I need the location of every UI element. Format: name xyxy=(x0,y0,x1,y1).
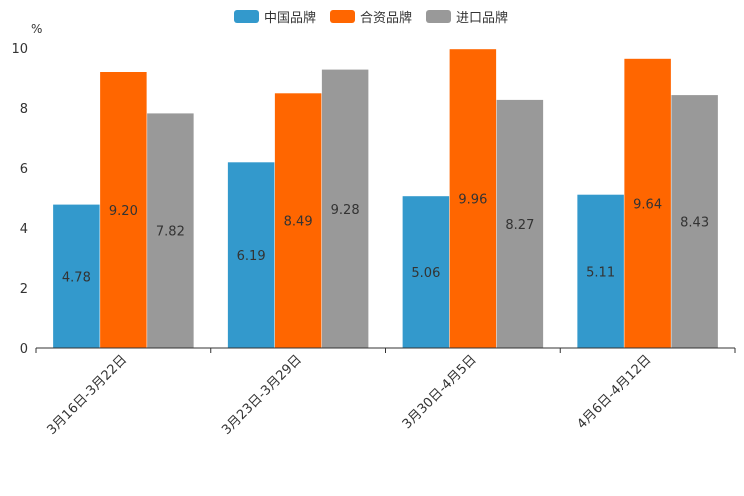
bar xyxy=(227,162,275,348)
legend-item-imported-brand[interactable]: 进口品牌 xyxy=(426,7,508,26)
x-tick-label: 3月16日-3月22日 xyxy=(44,352,130,438)
legend-label-joint-venture-brand: 合资品牌 xyxy=(360,11,413,26)
y-tick-label: 10 xyxy=(11,42,28,57)
legend-item-joint-venture-brand[interactable]: 合资品牌 xyxy=(330,7,412,26)
legend-swatch-imported-brand xyxy=(426,10,452,23)
y-axis-unit-label: % xyxy=(31,22,43,36)
data-label: 6.19 xyxy=(237,249,266,264)
bar xyxy=(321,69,369,348)
bar xyxy=(496,99,544,349)
legend-label-imported-brand: 进口品牌 xyxy=(456,11,509,26)
bar xyxy=(577,194,624,348)
y-tick-label: 4 xyxy=(20,222,28,237)
bar xyxy=(624,58,671,349)
x-tick-label: 3月23日-3月29日 xyxy=(219,352,305,438)
data-label: 8.49 xyxy=(284,215,313,230)
bar xyxy=(100,72,147,348)
data-label: 4.78 xyxy=(62,270,91,285)
y-tick-label: 8 xyxy=(20,102,28,117)
data-label: 9.96 xyxy=(458,193,487,208)
data-label: 8.27 xyxy=(505,218,534,233)
data-label: 9.64 xyxy=(633,197,662,212)
data-label: 5.11 xyxy=(586,265,615,280)
legend-item-china-brand[interactable]: 中国品牌 xyxy=(234,7,316,26)
bar xyxy=(274,93,322,348)
data-label: 9.20 xyxy=(109,204,138,219)
data-label: 7.82 xyxy=(156,225,185,240)
legend-swatch-china-brand xyxy=(234,10,259,23)
y-tick-label: 2 xyxy=(20,282,28,297)
x-tick-label: 4月6日-4月12日 xyxy=(575,352,655,432)
data-label: 8.43 xyxy=(680,216,709,231)
data-label: 5.06 xyxy=(411,266,440,281)
y-tick-label: 6 xyxy=(20,162,28,177)
y-tick-label: 0 xyxy=(20,342,28,357)
legend-swatch-joint-venture-brand xyxy=(330,10,356,23)
data-label: 9.28 xyxy=(331,203,360,218)
bar xyxy=(671,95,718,348)
bar xyxy=(402,196,450,348)
bar xyxy=(147,113,194,349)
legend-label-china-brand: 中国品牌 xyxy=(264,11,317,26)
bar xyxy=(53,204,100,348)
x-tick-label: 3月30日-4月5日 xyxy=(400,352,480,432)
bar xyxy=(449,49,497,348)
legend: 中国品牌 合资品牌 进口品牌 xyxy=(234,7,508,26)
